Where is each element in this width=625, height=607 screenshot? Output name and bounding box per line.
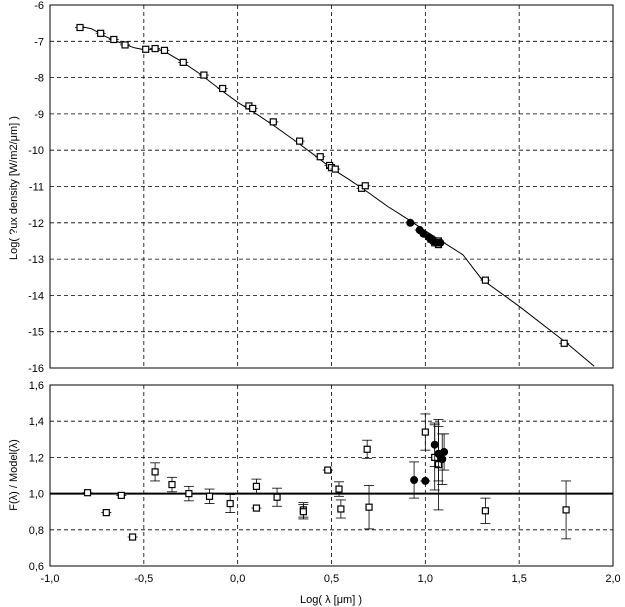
bottom-point-open	[185, 490, 193, 498]
top-point-open	[219, 84, 227, 93]
bottom-point-open	[324, 466, 332, 474]
bottom-point-open	[252, 504, 261, 512]
bottom-point-filled	[421, 476, 430, 485]
bottom-point-open	[481, 507, 489, 515]
top-y-tick-label: -13	[28, 254, 44, 266]
bottom-panel-residual-plot: 0,6 0,8 1,0 1,2 1,4 1,6 -1,0 -0,5 0,0 0,5 1,0 1,5 2,…	[29, 380, 621, 585]
top-y-tick-label: -10	[28, 145, 44, 157]
top-point-open	[481, 276, 489, 284]
top-model-curve	[78, 25, 595, 367]
bottom-y-tick-label: 0,8	[29, 525, 44, 537]
top-point-open	[200, 71, 208, 79]
bottom-point-open	[252, 482, 261, 490]
bottom-x-tick-label: -0,5	[134, 573, 153, 585]
bottom-x-tick-label: 0,5	[324, 573, 339, 585]
bottom-point-filled	[440, 447, 449, 456]
top-point-open	[249, 104, 257, 113]
top-y-tick-label: -15	[28, 327, 44, 339]
top-y-tick-label: -6	[34, 0, 44, 12]
bottom-point-open	[421, 428, 429, 436]
bottom-point-open	[299, 508, 307, 516]
bottom-point-open	[335, 485, 343, 493]
bottom-point-open	[226, 499, 234, 508]
bottom-point-open	[337, 505, 345, 513]
top-point-open	[76, 23, 84, 32]
top-y-tick-label: -7	[34, 36, 44, 48]
bottom-point-open	[128, 533, 137, 541]
bottom-point-open	[151, 468, 159, 476]
bottom-y-tick-label: 1,4	[29, 416, 44, 428]
top-point-open	[121, 41, 129, 49]
bottom-y-tick-label: 1,6	[29, 380, 44, 392]
bottom-point-open	[273, 493, 281, 501]
top-point-filled	[436, 238, 445, 247]
bottom-point-open	[363, 445, 371, 453]
bottom-point-filled	[410, 476, 419, 485]
bottom-x-tick-label: 1,0	[418, 573, 433, 585]
top-point-filled	[406, 218, 415, 227]
bottom-point-open	[562, 506, 570, 514]
bottom-x-tick-label: 1,5	[512, 573, 527, 585]
bottom-x-tick-label: 0,0	[230, 573, 245, 585]
top-point-open	[179, 58, 187, 66]
bottom-point-filled	[438, 455, 447, 464]
bottom-y-tick-label: 0,6	[29, 561, 44, 573]
bottom-y-tick-label: 1,2	[29, 452, 44, 464]
top-point-open	[160, 46, 169, 54]
top-panel-sed-plot: -6 -7 -8 -9 -10 -11 -12 -13 -14 -15 -16	[28, 0, 614, 375]
top-point-open	[110, 35, 118, 44]
top-y-tick-label: -11	[29, 182, 44, 194]
top-point-open	[560, 339, 568, 347]
bottom-y-tick-label: 1,0	[29, 489, 44, 501]
top-point-open	[142, 45, 150, 53]
bottom-x-tick-label: 2,0	[605, 573, 620, 585]
top-y-tick-label: -16	[28, 363, 44, 375]
top-point-open	[151, 44, 159, 53]
top-y-tick-label: -8	[34, 73, 44, 85]
top-y-tick-label: -12	[28, 218, 44, 230]
bottom-point-open	[365, 503, 373, 511]
bottom-x-tick-label: -1,0	[41, 573, 60, 585]
top-y-axis-label: Log( ?ux density [W/m2/μm] )	[8, 116, 20, 260]
top-point-open	[361, 182, 369, 190]
top-point-open	[295, 137, 304, 145]
bottom-y-axis-label: F(λ) / Model(λ)	[8, 439, 20, 511]
top-y-tick-label: -9	[34, 109, 44, 121]
bottom-point-open	[102, 509, 110, 517]
top-point-open	[316, 153, 324, 161]
bottom-point-filled	[430, 440, 439, 449]
bottom-point-open	[205, 492, 214, 500]
bottom-point-open	[168, 480, 176, 489]
top-point-open	[269, 118, 277, 126]
bottom-x-axis-label: Log( λ [μm] )	[300, 594, 362, 606]
top-point-open	[331, 165, 339, 173]
bottom-point-open	[117, 491, 125, 500]
bottom-point-open	[83, 489, 92, 497]
top-y-tick-label: -14	[28, 290, 44, 302]
top-point-open	[97, 29, 105, 37]
